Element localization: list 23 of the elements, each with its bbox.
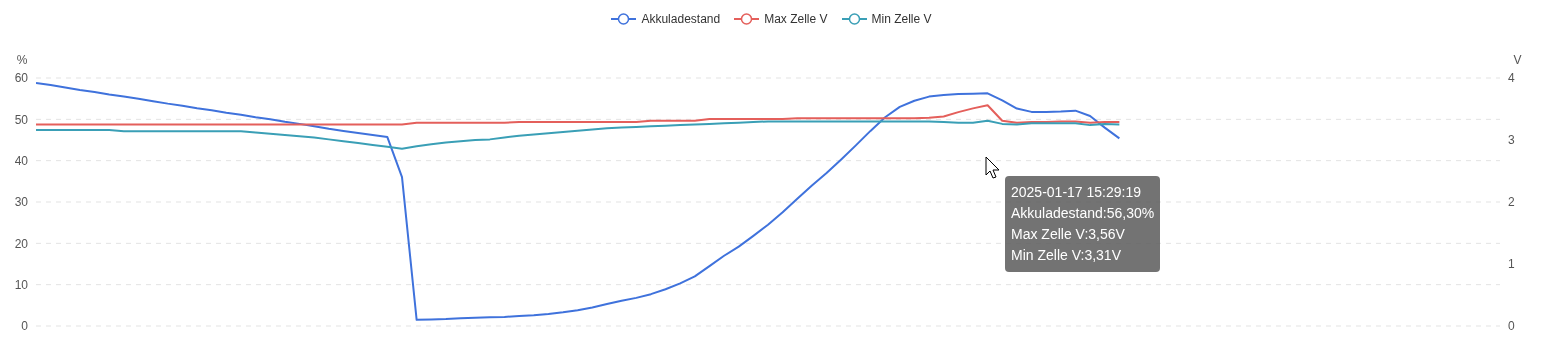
line-series [36,104,1121,126]
line-series [36,119,1121,150]
y-tick-label: 0 [21,319,29,334]
y-tick-label: 50 [14,112,29,127]
y-tick-label: 30 [14,195,29,210]
y-tick-label: 60 [14,71,29,86]
y2-tick-label: 3 [1508,133,1515,148]
legend-label: Max Zelle V [764,12,828,26]
annotation: Akkuladestand:56,30% [1011,204,1155,223]
legend-label: Min Zelle V [871,12,932,26]
annotation: 2025-01-17 15:29:19 [1011,183,1142,202]
legend-label: Akkuladestand [641,12,721,26]
y2-tick-label: 4 [1508,71,1515,86]
y2-tick-label: 0 [1508,319,1515,334]
y2-tick-label: 2 [1508,195,1515,210]
y2-axis-title: V [1513,53,1522,67]
y-tick-label: 10 [14,277,29,292]
y-tick-label: 20 [14,236,29,251]
annotation: Min Zelle V:3,31V [1011,246,1122,265]
y2-tick-label: 1 [1508,257,1515,272]
y-tick-label: 40 [14,153,29,168]
annotation: Max Zelle V:3,56V [1011,225,1126,244]
y-axis-title: % [16,53,28,67]
